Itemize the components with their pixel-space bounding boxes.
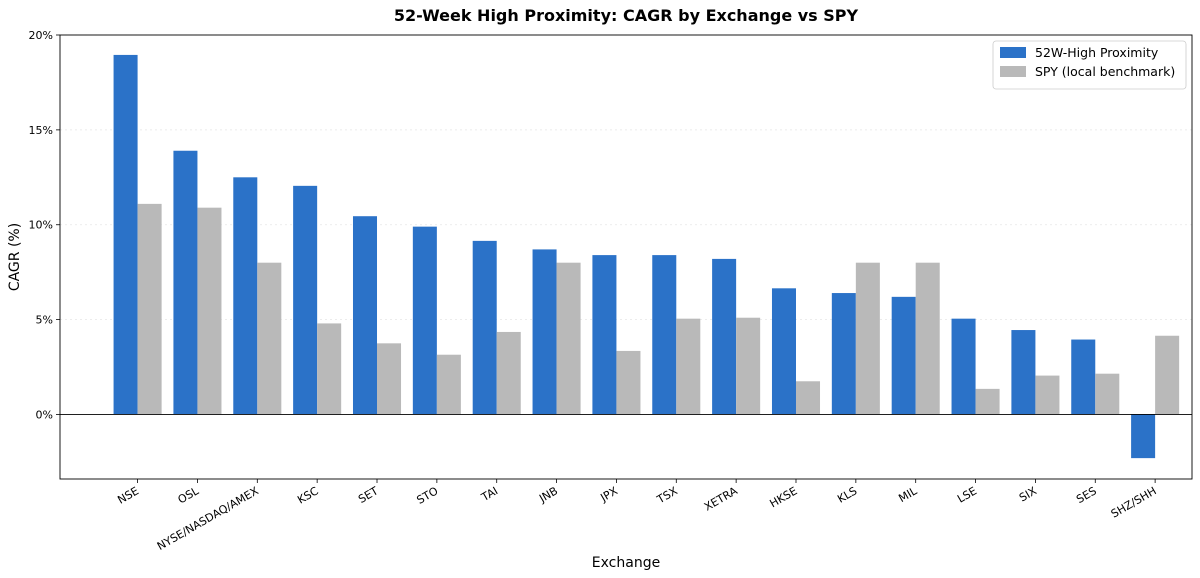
x-tick-label: TSX <box>654 484 680 507</box>
y-tick-label: 0% <box>36 408 53 421</box>
x-tick-label: NYSE/NASDAQ/AMEX <box>155 484 261 553</box>
x-tick-label: OSL <box>176 484 202 507</box>
bar-spy <box>676 318 701 415</box>
legend: 52W-High Proximity SPY (local benchmark) <box>992 40 1187 90</box>
x-tick-label: HKSE <box>768 484 800 510</box>
x-tick-label: KSC <box>295 484 321 506</box>
legend-label: 52W-High Proximity <box>1035 45 1159 60</box>
bar-spy <box>975 388 1000 415</box>
y-tick-label: 10% <box>29 219 53 232</box>
x-tick-label: SES <box>1074 484 1099 506</box>
bar-proximity <box>233 177 258 415</box>
bar-proximity <box>472 240 497 415</box>
bar-proximity <box>1131 414 1156 459</box>
y-tick-label: 20% <box>29 29 53 42</box>
x-tick-label: XETRA <box>702 484 740 513</box>
bar-spy <box>556 262 581 415</box>
bar-spy <box>377 343 402 415</box>
bar-spy <box>496 331 521 415</box>
x-tick-label: JNB <box>536 484 560 505</box>
x-tick-label: SHZ/SHH <box>1109 484 1159 520</box>
x-tick-label: KLS <box>835 484 859 505</box>
bar-proximity <box>831 293 856 415</box>
bar-spy <box>795 381 821 415</box>
bar-spy <box>197 207 222 415</box>
legend-swatch <box>1000 47 1026 58</box>
legend-swatch <box>1000 66 1026 77</box>
bar-spy <box>736 317 761 415</box>
bar-spy <box>317 323 342 415</box>
bar-proximity <box>652 255 677 415</box>
bar-proximity <box>712 258 737 415</box>
y-tick-label: 15% <box>29 124 53 137</box>
x-tick-label: LSE <box>955 484 979 505</box>
plot-frame <box>59 34 1193 480</box>
bar-spy <box>1155 335 1180 415</box>
bar-proximity <box>592 255 617 415</box>
x-tick-label: STO <box>414 484 440 507</box>
bar-proximity <box>891 296 916 415</box>
x-tick-label: MIL <box>896 484 920 505</box>
bar-proximity <box>951 318 976 415</box>
legend-label: SPY (local benchmark) <box>1035 64 1175 79</box>
chart-title: 52-Week High Proximity: CAGR by Exchange… <box>394 6 859 25</box>
legend-box <box>992 40 1187 90</box>
bar-proximity <box>532 249 557 415</box>
x-tick-label: NSE <box>115 484 141 506</box>
bar-spy <box>436 354 461 415</box>
bar-spy <box>1095 373 1120 415</box>
x-tick-label: TAI <box>478 484 500 504</box>
bar-spy <box>1035 375 1060 415</box>
x-tick-label: JPX <box>597 484 620 505</box>
bar-proximity <box>771 288 796 415</box>
x-tick-label: SIX <box>1017 484 1039 504</box>
bar-proximity <box>173 150 198 415</box>
y-axis-label: CAGR (%) <box>7 223 23 291</box>
bar-proximity <box>1071 339 1096 415</box>
bar-spy <box>257 262 282 415</box>
bar-proximity <box>412 226 437 415</box>
bar-proximity <box>1011 330 1036 415</box>
bar-spy <box>855 262 880 415</box>
bar-proximity <box>293 185 318 415</box>
x-axis-label: Exchange <box>592 555 660 571</box>
y-tick-label: 5% <box>36 314 53 327</box>
bar-spy <box>915 262 940 415</box>
bar-proximity <box>113 54 138 415</box>
x-tick-label: SET <box>356 484 381 506</box>
bar-proximity <box>352 216 378 415</box>
bar-spy <box>616 350 641 415</box>
bar-spy <box>137 203 162 415</box>
